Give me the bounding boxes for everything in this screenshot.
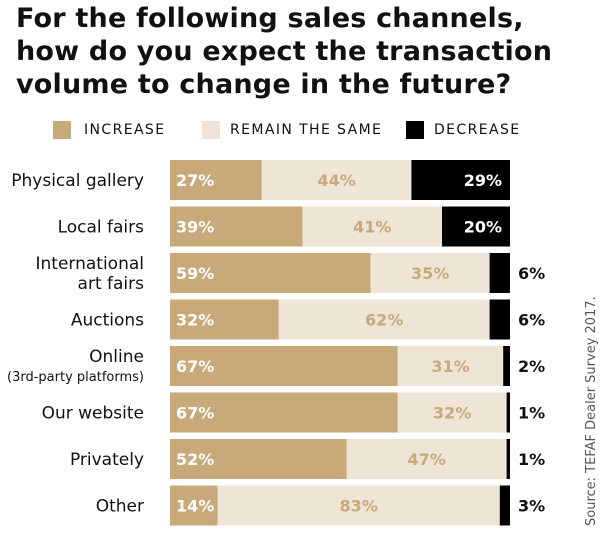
bar-remain-the-same-online-3rd-party-platforms: [397, 346, 504, 386]
bar-increase-physical-gallery: [170, 160, 262, 200]
chart-title: For the following sales channels, how do…: [16, 2, 586, 101]
legend-swatch-increase: [53, 121, 71, 139]
value-label-decrease-auctions: 6%: [518, 311, 545, 330]
value-label-increase-physical-gallery: 27%: [176, 171, 214, 190]
category-label-physical-gallery: Physical gallery: [11, 171, 144, 191]
bar-decrease-international-art-fairs: [489, 253, 510, 293]
value-label-remain-the-same-privately: 47%: [408, 450, 446, 469]
category-label-our-website: Our website: [42, 404, 144, 424]
bar-decrease-online-3rd-party-platforms: [503, 346, 510, 386]
legend-label-remain: REMAIN THE SAME: [230, 122, 383, 138]
bar-remain-the-same-physical-gallery: [261, 160, 412, 200]
value-label-remain-the-same-other: 83%: [340, 497, 378, 516]
value-label-decrease-physical-gallery: 29%: [464, 171, 502, 190]
bar-increase-our-website: [170, 392, 398, 433]
bar-decrease-other: [499, 485, 510, 526]
bar-decrease-privately: [506, 439, 510, 479]
value-label-increase-international-art-fairs: 59%: [176, 264, 214, 283]
value-label-decrease-privately: 1%: [518, 450, 545, 469]
bar-decrease-local-fairs: [442, 206, 510, 247]
chart-title-line-1: For the following sales channels,: [16, 3, 524, 34]
value-label-remain-the-same-international-art-fairs: 35%: [411, 264, 449, 283]
value-label-remain-the-same-online-3rd-party-platforms: 31%: [431, 357, 469, 376]
source-note: Source: TEFAF Dealer Survey 2017.: [584, 296, 599, 526]
bar-decrease-our-website: [506, 392, 510, 433]
chart-title-line-2: how do you expect the transaction: [16, 36, 553, 67]
legend-label-decrease: DECREASE: [434, 122, 521, 138]
category-label-online-3rd-party-platforms: Online (3rd-party platforms): [7, 347, 144, 385]
value-label-decrease-local-fairs: 20%: [464, 218, 502, 237]
value-label-increase-local-fairs: 39%: [176, 218, 214, 237]
bar-remain-the-same-auctions: [278, 299, 490, 340]
legend-swatch-decrease: [406, 121, 424, 139]
chart-title-line-3: volume to change in the future?: [16, 69, 512, 100]
category-label-other: Other: [96, 497, 144, 517]
value-label-decrease-international-art-fairs: 6%: [518, 264, 545, 283]
value-label-increase-privately: 52%: [176, 450, 214, 469]
bar-remain-the-same-privately: [346, 439, 507, 479]
bar-increase-online-3rd-party-platforms: [170, 346, 398, 386]
bar-remain-the-same-local-fairs: [302, 206, 442, 247]
category-label-auctions: Auctions: [71, 311, 144, 331]
legend-label-increase: INCREASE: [84, 122, 166, 138]
value-label-decrease-other: 3%: [518, 497, 545, 516]
bar-increase-international-art-fairs: [170, 253, 371, 293]
bar-remain-the-same-other: [217, 485, 500, 526]
bar-decrease-auctions: [489, 299, 510, 340]
value-label-increase-auctions: 32%: [176, 311, 214, 330]
bar-decrease-physical-gallery: [411, 160, 510, 200]
category-label-privately: Privately: [70, 450, 144, 470]
bar-remain-the-same-our-website: [397, 392, 507, 433]
bar-remain-the-same-international-art-fairs: [370, 253, 490, 293]
bar-increase-other: [170, 485, 218, 526]
value-label-remain-the-same-local-fairs: 41%: [353, 218, 391, 237]
legend-swatch-remain: [202, 121, 220, 139]
value-label-increase-our-website: 67%: [176, 404, 214, 423]
value-label-remain-the-same-auctions: 62%: [365, 311, 403, 330]
value-label-increase-online-3rd-party-platforms: 67%: [176, 357, 214, 376]
value-label-remain-the-same-physical-gallery: 44%: [317, 171, 355, 190]
legend: INCREASE REMAIN THE SAME DECREASE: [0, 0, 600, 150]
value-label-decrease-our-website: 1%: [518, 404, 545, 423]
category-label-international-art-fairs: International art fairs: [36, 254, 145, 294]
value-label-decrease-online-3rd-party-platforms: 2%: [518, 357, 545, 376]
value-label-increase-other: 14%: [176, 497, 214, 516]
bar-increase-local-fairs: [170, 206, 303, 247]
bar-increase-privately: [170, 439, 347, 479]
category-label-local-fairs: Local fairs: [58, 218, 145, 238]
value-label-remain-the-same-our-website: 32%: [433, 404, 471, 423]
bar-increase-auctions: [170, 299, 279, 340]
